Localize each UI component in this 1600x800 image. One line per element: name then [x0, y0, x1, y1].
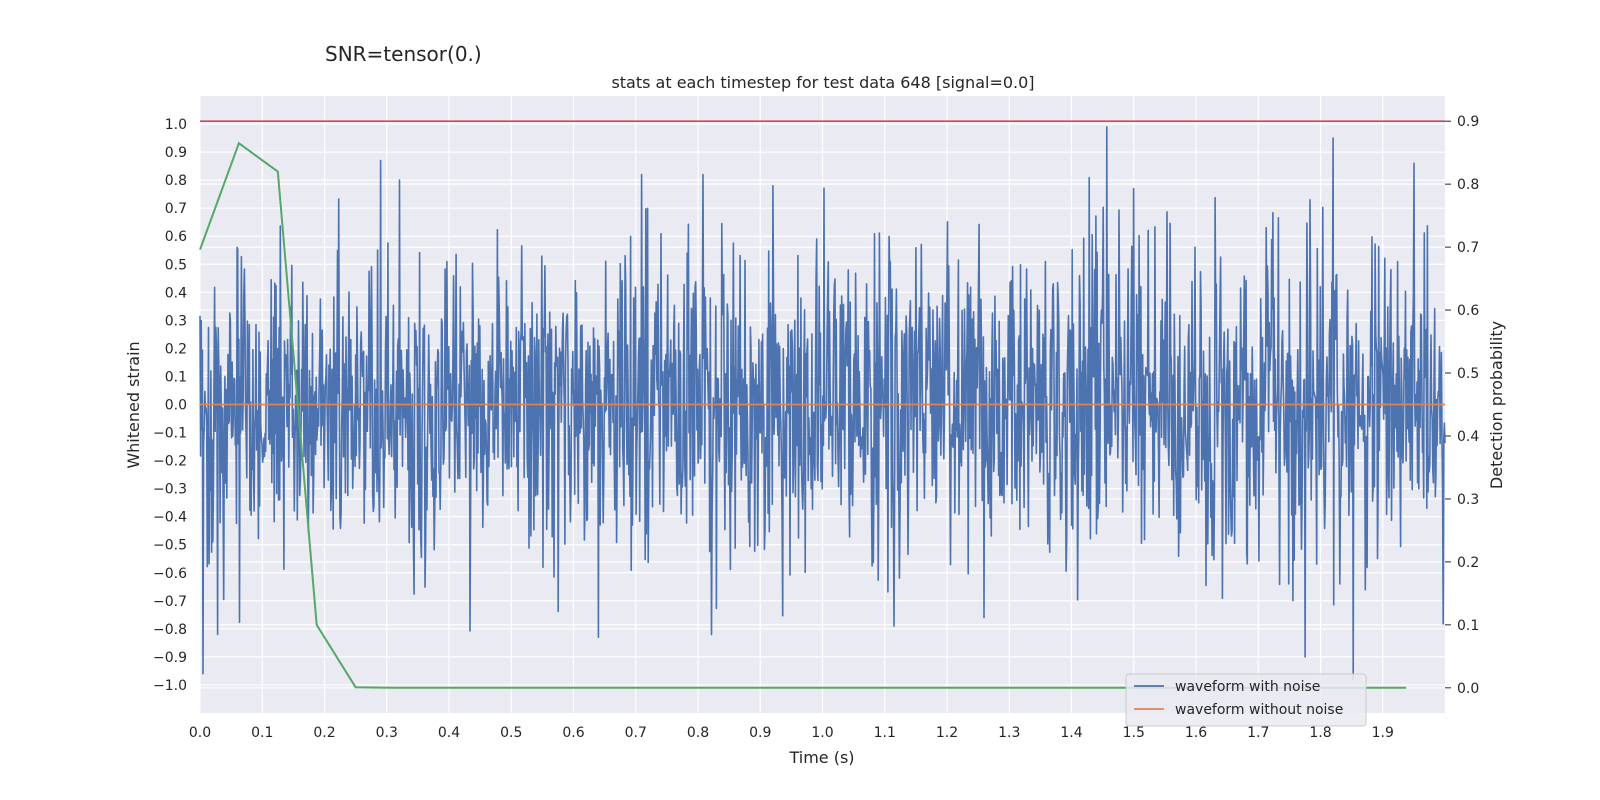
y2-tick-label: 0.1 [1457, 618, 1479, 634]
x-axis-label: Time (s) [788, 748, 854, 767]
x-tick-label: 0.5 [500, 725, 522, 741]
y-tick-label: 1.0 [165, 117, 187, 133]
y-tick-label: 0.4 [165, 285, 187, 301]
y-tick-label: 0.1 [165, 369, 187, 385]
y-tick-label: −0.4 [153, 510, 187, 526]
y2-tick-label: 0.4 [1457, 429, 1479, 445]
y-tick-label: 0.3 [165, 313, 187, 329]
chart-title: stats at each timestep for test data 648… [611, 73, 1034, 92]
y-tick-label: 0.2 [165, 341, 187, 357]
y2-axis-ticks: 0.9 0.8 0.7 0.6 0.5 0.4 0.3 0.2 0.1 0.0 [1445, 114, 1479, 697]
x-axis-ticks: 0.0 0.1 0.2 0.3 0.4 0.5 0.6 0.7 0.8 0.9 1.0 1.1 1.2 1… [189, 725, 1394, 741]
series-waveform-with-noise [199, 126, 1446, 681]
y-tick-label: −0.6 [153, 566, 187, 582]
series-layer [199, 120, 1446, 689]
legend-label-noise: waveform with noise [1175, 679, 1320, 695]
x-tick-label: 1.1 [874, 725, 896, 741]
y2-tick-label: 0.2 [1457, 555, 1479, 571]
y2-tick-label: 0.9 [1457, 114, 1479, 130]
x-tick-label: 0.9 [749, 725, 771, 741]
legend-box [1125, 673, 1367, 727]
x-tick-label: 0.4 [438, 725, 460, 741]
x-tick-label: 0.6 [562, 725, 584, 741]
x-tick-label: 1.2 [936, 725, 958, 741]
y2-tick-label: 0.6 [1457, 303, 1479, 319]
x-tick-label: 0.1 [251, 725, 273, 741]
y2-tick-label: 0.5 [1457, 366, 1479, 382]
x-tick-label: 1.0 [811, 725, 833, 741]
y-tick-label: 0.6 [165, 229, 187, 245]
y-tick-label: 0.9 [165, 145, 187, 161]
x-tick-label: 1.8 [1309, 725, 1331, 741]
y-tick-label: −0.5 [153, 538, 187, 554]
y-tick-label: −0.3 [153, 482, 187, 498]
legend: waveform with noise waveform without noi… [1125, 673, 1367, 727]
x-tick-label: 1.4 [1060, 725, 1082, 741]
y2-tick-label: 0.3 [1457, 492, 1479, 508]
y-tick-label: −0.9 [153, 650, 187, 666]
chart-suptitle: SNR=tensor(0.) [325, 42, 482, 66]
x-tick-label: 1.7 [1247, 725, 1269, 741]
x-tick-label: 0.7 [625, 725, 647, 741]
y2-tick-label: 0.0 [1457, 681, 1479, 697]
x-tick-label: 0.8 [687, 725, 709, 741]
x-tick-label: 1.9 [1372, 725, 1394, 741]
x-tick-label: 1.5 [1123, 725, 1145, 741]
y-axis-ticks: 1.0 0.9 0.8 0.7 0.6 0.5 0.4 0.3 0.2 0.1 0.0 −0.1 −0.… [153, 117, 187, 694]
y-tick-label: −1.0 [153, 678, 187, 694]
legend-label-clean: waveform without noise [1175, 702, 1343, 718]
y-tick-label: 0.8 [165, 173, 187, 189]
x-tick-label: 1.6 [1185, 725, 1207, 741]
y-tick-label: −0.1 [153, 426, 187, 442]
x-tick-label: 0.0 [189, 725, 211, 741]
y-tick-label: −0.8 [153, 622, 187, 638]
series-detection-probability [199, 141, 1407, 689]
y-tick-label: 0.5 [165, 257, 187, 273]
y-tick-label: −0.7 [153, 594, 187, 610]
y-tick-label: 0.0 [165, 398, 187, 414]
y-tick-label: 0.7 [165, 201, 187, 217]
y2-axis-label: Detection probability [1487, 321, 1506, 489]
y-tick-label: −0.2 [153, 454, 187, 470]
y2-tick-label: 0.8 [1457, 177, 1479, 193]
x-tick-label: 1.3 [998, 725, 1020, 741]
x-tick-label: 0.3 [376, 725, 398, 741]
x-tick-label: 0.2 [313, 725, 335, 741]
y-axis-label: Whitened strain [124, 341, 143, 468]
y2-tick-label: 0.7 [1457, 240, 1479, 256]
